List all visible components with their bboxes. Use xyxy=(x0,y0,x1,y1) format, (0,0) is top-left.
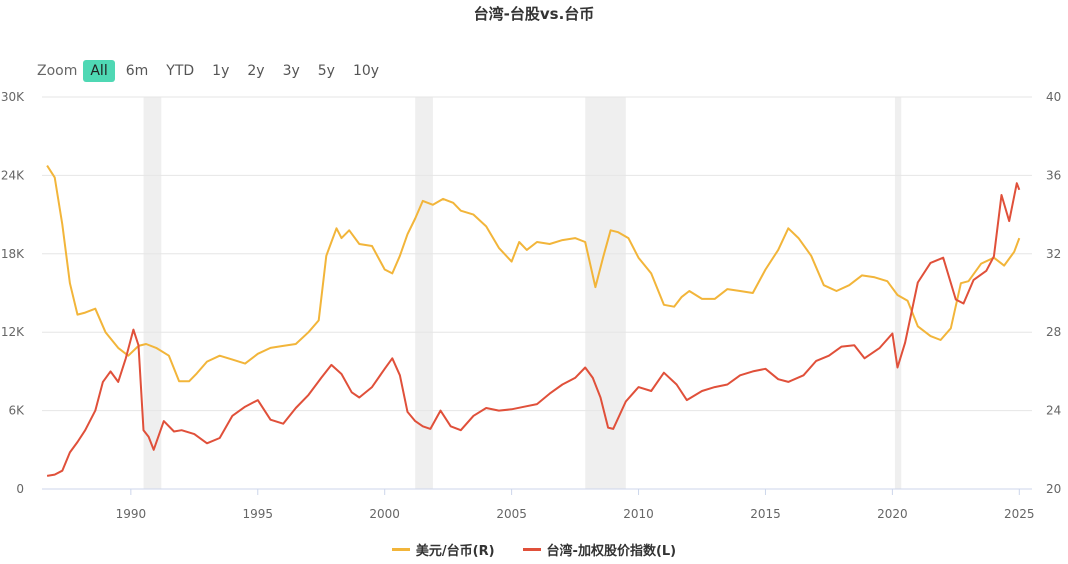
legend-item-taiex[interactable]: 台湾-加权股价指数(L) xyxy=(522,540,677,559)
y-right-tick-label: 40 xyxy=(1046,90,1061,104)
series-line-usd-twd xyxy=(46,165,1021,383)
zoom-button-ytd[interactable]: YTD xyxy=(166,63,195,79)
y-right-tick-label: 32 xyxy=(1046,247,1061,261)
y-left-tick-label: 18K xyxy=(1,247,25,261)
series-line-taiex xyxy=(46,182,1021,477)
range-selector: Zoom All 6m YTD 1y 2y 3y 5y 10y xyxy=(37,58,390,84)
zoom-label: Zoom xyxy=(37,63,78,79)
shaded-period-2 xyxy=(585,97,626,489)
y-left-tick-label: 24K xyxy=(1,168,25,182)
x-tick-label: 2020 xyxy=(877,507,908,521)
zoom-button-all[interactable]: All xyxy=(83,60,115,82)
x-tick-label: 2015 xyxy=(750,507,781,521)
zoom-button-6m[interactable]: 6m xyxy=(125,63,149,79)
x-tick-label: 2005 xyxy=(496,507,527,521)
legend-swatch-taiex xyxy=(522,548,541,551)
shaded-period-0 xyxy=(143,97,162,489)
y-left-tick-label: 6K xyxy=(8,404,25,418)
zoom-button-1y[interactable]: 1y xyxy=(212,63,230,79)
y-left-tick-label: 0 xyxy=(16,482,24,496)
zoom-button-2y[interactable]: 2y xyxy=(247,63,265,79)
x-tick-label: 1995 xyxy=(242,507,273,521)
legend-label-taiex: 台湾-加权股价指数(L) xyxy=(546,544,677,559)
y-right-tick-label: 24 xyxy=(1046,404,1061,418)
shaded-period-1 xyxy=(415,97,433,489)
x-tick-label: 1990 xyxy=(116,507,147,521)
y-right-tick-label: 20 xyxy=(1046,482,1061,496)
x-tick-label: 2010 xyxy=(623,507,654,521)
legend: 美元/台币(R) 台湾-加权股价指数(L) xyxy=(0,540,1068,559)
y-left-tick-label: 30K xyxy=(1,90,25,104)
zoom-button-3y[interactable]: 3y xyxy=(282,63,300,79)
legend-swatch-usd-twd xyxy=(391,548,410,551)
legend-label-usd-twd: 美元/台币(R) xyxy=(415,544,495,559)
chart-title: 台湾-台股vs.台币 xyxy=(473,5,595,23)
x-tick-label: 2000 xyxy=(369,507,400,521)
x-tick-label: 2025 xyxy=(1004,507,1035,521)
y-right-tick-label: 36 xyxy=(1046,168,1061,182)
zoom-button-5y[interactable]: 5y xyxy=(317,63,335,79)
y-right-tick-label: 28 xyxy=(1046,325,1061,339)
legend-item-usd-twd[interactable]: 美元/台币(R) xyxy=(391,540,495,559)
shaded-period-3 xyxy=(894,97,902,489)
y-left-tick-label: 12K xyxy=(1,325,25,339)
zoom-button-10y[interactable]: 10y xyxy=(352,63,380,79)
